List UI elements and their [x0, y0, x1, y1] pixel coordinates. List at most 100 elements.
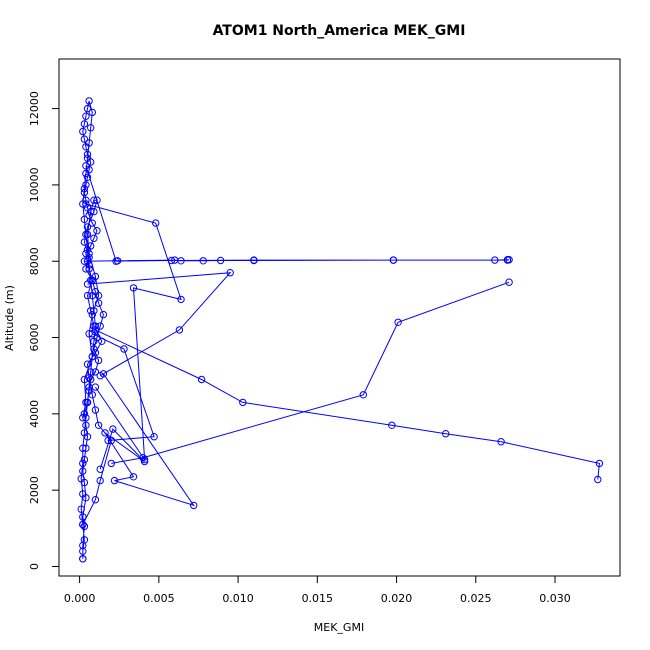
data-point [82, 181, 90, 189]
data-point [85, 139, 93, 147]
series-layer [77, 97, 604, 563]
data-point [171, 256, 179, 264]
data-point [359, 391, 367, 399]
data-point [394, 318, 402, 326]
y-tick-label: 6000 [28, 324, 41, 352]
data-point [77, 505, 85, 513]
data-point [88, 352, 97, 361]
data-point [80, 455, 89, 464]
data-point [491, 256, 499, 264]
data-point [96, 476, 104, 485]
data-point [79, 444, 87, 452]
data-point [442, 430, 450, 438]
data-point [113, 257, 122, 265]
data-point [80, 429, 89, 437]
y-tick-label: 12000 [28, 91, 41, 126]
data-point [91, 383, 100, 391]
data-point [91, 368, 100, 376]
data-point [99, 310, 108, 319]
data-point [594, 475, 602, 484]
data-point [389, 256, 398, 264]
data-point [90, 322, 98, 330]
data-point [82, 162, 90, 170]
data-point [91, 406, 100, 414]
y-tick-label: 4000 [28, 400, 41, 428]
data-point [80, 135, 89, 143]
x-tick-label: 0.025 [460, 592, 492, 605]
data-point [91, 326, 100, 334]
x-tick-label: 0.030 [539, 592, 571, 605]
data-point [91, 496, 100, 504]
series-line [111, 281, 510, 464]
data-point [88, 391, 97, 399]
data-point [497, 438, 505, 446]
data-point [80, 522, 89, 531]
data-point [82, 414, 90, 422]
data-point [175, 326, 184, 334]
data-point [85, 97, 93, 105]
series-line [99, 373, 195, 507]
data-point [99, 370, 108, 378]
data-point [216, 256, 225, 265]
y-tick-label: 8000 [28, 247, 41, 275]
data-point [80, 536, 89, 544]
data-point [199, 257, 207, 265]
data-point [226, 269, 234, 277]
x-tick-label: 0.015 [302, 592, 334, 605]
data-point [80, 215, 89, 224]
data-point [87, 124, 95, 132]
data-series [91, 326, 604, 484]
data-point [109, 425, 117, 433]
data-point [107, 459, 116, 468]
y-tick-label: 2000 [28, 476, 41, 504]
data-point [82, 398, 90, 407]
data-point [79, 459, 87, 468]
data-point [110, 476, 119, 485]
data-point [177, 295, 185, 304]
data-point [87, 307, 95, 315]
data-point [82, 444, 90, 452]
series-line [87, 272, 232, 377]
data-point [82, 112, 90, 120]
y-tick-label: 10000 [28, 167, 41, 202]
data-point [129, 284, 138, 292]
data-point [82, 421, 90, 429]
data-point [80, 185, 89, 193]
data-point [93, 227, 101, 235]
data-point [94, 291, 103, 300]
data-point [140, 457, 149, 466]
data-point [505, 278, 513, 286]
data-point [83, 360, 92, 368]
data-point [83, 154, 92, 162]
data-point [77, 475, 85, 483]
series-line [95, 329, 600, 480]
x-tick-label: 0.020 [381, 592, 413, 605]
data-point [83, 291, 92, 300]
data-point [88, 108, 97, 117]
data-point [82, 265, 90, 273]
data-point [503, 256, 512, 264]
data-point [79, 127, 87, 136]
data-series [96, 370, 198, 510]
data-point [87, 207, 95, 216]
data-point [85, 373, 93, 382]
x-axis: 0.000 0.005 0.010 0.015 0.020 0.025 0.030 [64, 575, 571, 605]
data-point [120, 345, 128, 353]
data-point [79, 513, 87, 521]
data-point [79, 520, 87, 529]
series-line [85, 203, 182, 462]
chart-title: ATOM1 North_America MEK_GMI [213, 23, 466, 39]
data-point [239, 398, 247, 407]
data-point [152, 219, 160, 227]
data-point [80, 120, 89, 128]
data-point [83, 173, 92, 182]
series-line [92, 333, 155, 441]
series-line [82, 199, 112, 525]
data-point [83, 223, 92, 231]
y-tick-label: 0 [28, 563, 41, 570]
data-point [250, 256, 258, 265]
data-point [101, 429, 109, 437]
data-point [388, 421, 396, 429]
data-point [91, 272, 100, 281]
data-series [77, 97, 108, 563]
